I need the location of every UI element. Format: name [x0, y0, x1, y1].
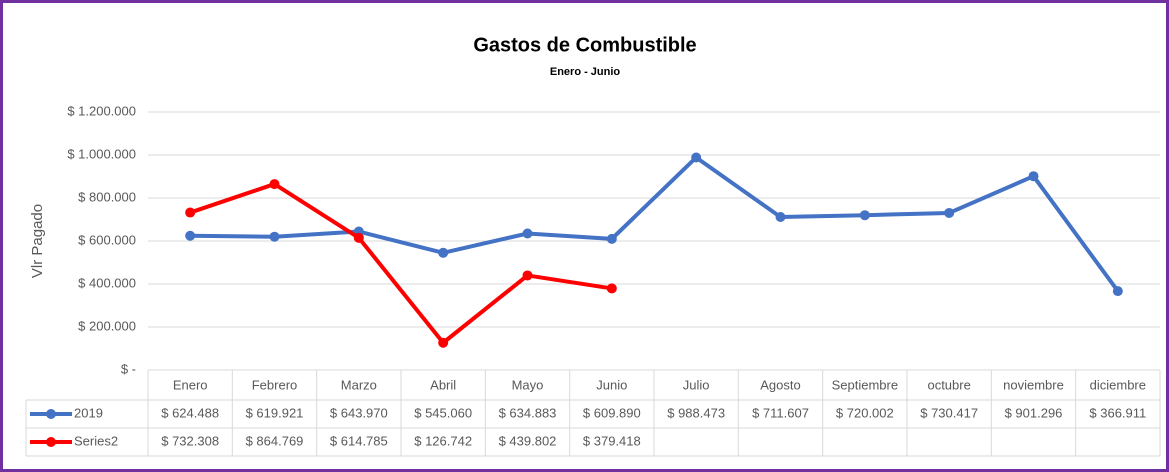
table-value: $ 439.802 — [499, 433, 557, 448]
x-tick-label: Marzo — [341, 377, 377, 392]
y-tick-label: $ 200.000 — [78, 318, 136, 333]
table-value: $ 609.890 — [583, 405, 641, 420]
point — [775, 212, 786, 223]
x-tick-label: Agosto — [760, 377, 800, 392]
point — [438, 337, 449, 348]
x-tick-label: octubre — [927, 377, 970, 392]
table-value: $ 619.921 — [246, 405, 304, 420]
x-tick-label: Septiembre — [832, 377, 898, 392]
x-tick-label: Junio — [596, 377, 627, 392]
point — [691, 152, 702, 163]
x-tick-label: diciembre — [1090, 377, 1146, 392]
series-line — [190, 155, 1120, 293]
legend-label: 2019 — [74, 405, 103, 420]
point — [1112, 286, 1123, 297]
point — [522, 228, 533, 239]
y-tick-label: $ 800.000 — [78, 189, 136, 204]
x-tick-label: Abril — [430, 377, 456, 392]
table-value: $ 624.488 — [161, 405, 219, 420]
legend-marker — [46, 437, 56, 447]
table-value: $ 901.296 — [1005, 405, 1063, 420]
table-value: $ 634.883 — [499, 405, 557, 420]
y-tick-label: $ 1.000.000 — [67, 146, 136, 161]
table-value: $ 126.742 — [414, 433, 472, 448]
point — [606, 233, 617, 244]
table-value: $ 732.308 — [161, 433, 219, 448]
x-tick-label: Julio — [683, 377, 710, 392]
legend-label: Series2 — [74, 433, 118, 448]
point — [269, 179, 280, 190]
point — [438, 247, 449, 258]
table-value: $ 545.060 — [414, 405, 472, 420]
table-value: $ 720.002 — [836, 405, 894, 420]
x-tick-label: noviembre — [1003, 377, 1064, 392]
table-value: $ 864.769 — [246, 433, 304, 448]
y-tick-label: $ - — [121, 361, 136, 376]
point — [944, 207, 955, 218]
table-value: $ 643.970 — [330, 405, 388, 420]
x-tick-label: Febrero — [252, 377, 298, 392]
chart-title: Gastos de Combustible — [473, 34, 696, 56]
table-value: $ 379.418 — [583, 433, 641, 448]
point — [859, 210, 870, 221]
table-value: $ 614.785 — [330, 433, 388, 448]
y-axis-label: Vlr Pagado — [29, 204, 46, 278]
table-value: $ 988.473 — [667, 405, 725, 420]
point — [1028, 171, 1039, 182]
x-tick-label: Mayo — [512, 377, 544, 392]
point — [353, 232, 364, 243]
point — [522, 270, 533, 281]
point — [185, 230, 196, 241]
x-tick-label: Enero — [173, 377, 208, 392]
table-value: $ 366.911 — [1089, 405, 1146, 420]
series-line — [189, 182, 613, 345]
y-tick-label: $ 400.000 — [78, 275, 136, 290]
legend-marker — [46, 409, 56, 419]
y-tick-label: $ 1.200.000 — [67, 103, 136, 118]
point — [185, 207, 196, 218]
point — [606, 283, 617, 294]
point — [269, 231, 280, 242]
table-value: $ 730.417 — [920, 405, 978, 420]
table-value: $ 711.607 — [752, 405, 809, 420]
y-tick-label: $ 600.000 — [78, 232, 136, 247]
chart-subtitle: Enero - Junio — [550, 66, 621, 78]
